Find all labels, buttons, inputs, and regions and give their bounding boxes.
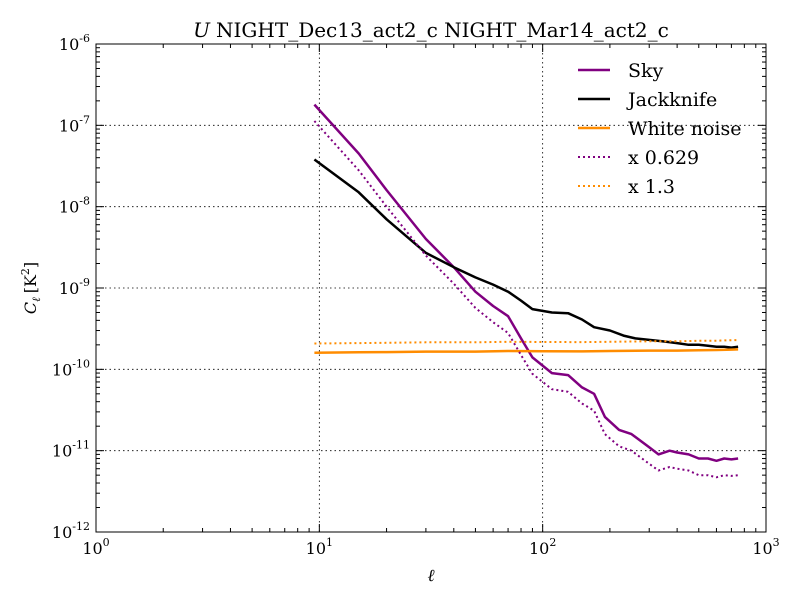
legend-label: x 1.3 [628, 176, 675, 198]
x-tick-label: 102 [529, 536, 556, 558]
axis-ticks [95, 43, 767, 533]
legend-label: Jackknife [626, 89, 717, 111]
title-text: NIGHT_Dec13_act2_c NIGHT_Mar14_act2_c [216, 18, 669, 42]
series-line-x-0-629 [313, 120, 739, 479]
series-line-sky [313, 103, 739, 463]
y-axis-label: Cℓ[K2] [19, 262, 43, 314]
y-tick-label: 10-6 [59, 32, 90, 54]
x-tick-label: 103 [752, 536, 779, 558]
legend-label: x 0.629 [628, 147, 699, 169]
series-layer [313, 103, 739, 479]
series-line-jackknife [313, 158, 739, 349]
y-tick-label: 10-8 [59, 195, 90, 217]
legend: Sky Jackknife White noise x 0.629 x 1.3 [578, 60, 742, 198]
x-tick-label: 100 [82, 536, 109, 558]
series-line-white-noise [314, 348, 739, 354]
y-tick-label: 10-9 [59, 276, 90, 298]
series-line-x-1-3 [314, 339, 739, 345]
legend-label: Sky [628, 60, 664, 82]
chart-title: U NIGHT_Dec13_act2_c NIGHT_Mar14_act2_c [193, 18, 669, 42]
title-symbol: U [193, 18, 211, 42]
x-axis-label: ℓ [427, 566, 434, 586]
y-tick-labels: 10-12 10-11 10-10 10-9 10-8 10-7 10-6 [52, 32, 90, 542]
x-tick-label: 101 [306, 536, 333, 558]
y-tick-label: 10-10 [52, 357, 90, 379]
y-tick-label: 10-7 [59, 113, 90, 135]
y-tick-label: 10-11 [52, 439, 90, 461]
legend-label: White noise [628, 118, 742, 140]
x-tick-labels: 100 101 102 103 [82, 536, 779, 558]
y-tick-label: 10-12 [52, 520, 90, 542]
